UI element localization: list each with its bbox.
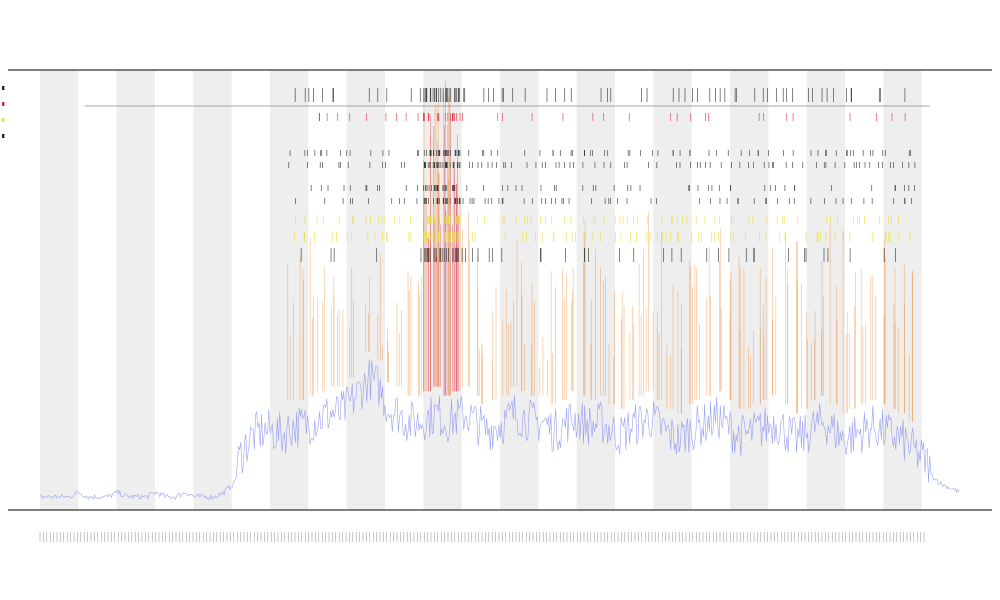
legend-item-3	[2, 116, 6, 123]
shaded-band	[116, 70, 155, 510]
shaded-band	[40, 70, 79, 510]
shaded-band	[883, 70, 922, 510]
shaded-band	[193, 70, 232, 510]
baseline-series	[39, 359, 960, 500]
shaded-band	[730, 70, 769, 510]
legend-item-4	[2, 132, 6, 139]
legend-item-1	[2, 84, 6, 91]
shaded-band	[270, 70, 309, 510]
shaded-band	[500, 70, 539, 510]
shaded-band	[346, 70, 385, 510]
shaded-band	[653, 70, 692, 510]
legend-item-2	[2, 100, 6, 107]
